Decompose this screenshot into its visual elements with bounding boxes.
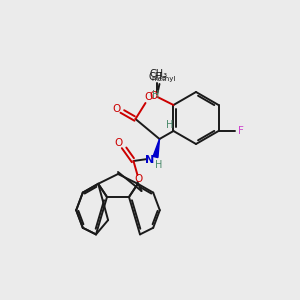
- Text: CH₃: CH₃: [149, 69, 167, 79]
- Text: F: F: [238, 126, 244, 136]
- Text: O: O: [114, 138, 123, 148]
- Text: methyl: methyl: [151, 76, 176, 82]
- Polygon shape: [153, 139, 160, 158]
- Text: O: O: [134, 174, 142, 184]
- Text: H: H: [155, 160, 162, 170]
- Text: O: O: [144, 92, 153, 102]
- Text: H: H: [152, 90, 159, 100]
- Text: H: H: [166, 120, 173, 130]
- Text: O: O: [112, 104, 121, 114]
- Text: CH₃: CH₃: [148, 72, 166, 82]
- Text: N: N: [145, 155, 154, 165]
- Text: O: O: [149, 91, 158, 101]
